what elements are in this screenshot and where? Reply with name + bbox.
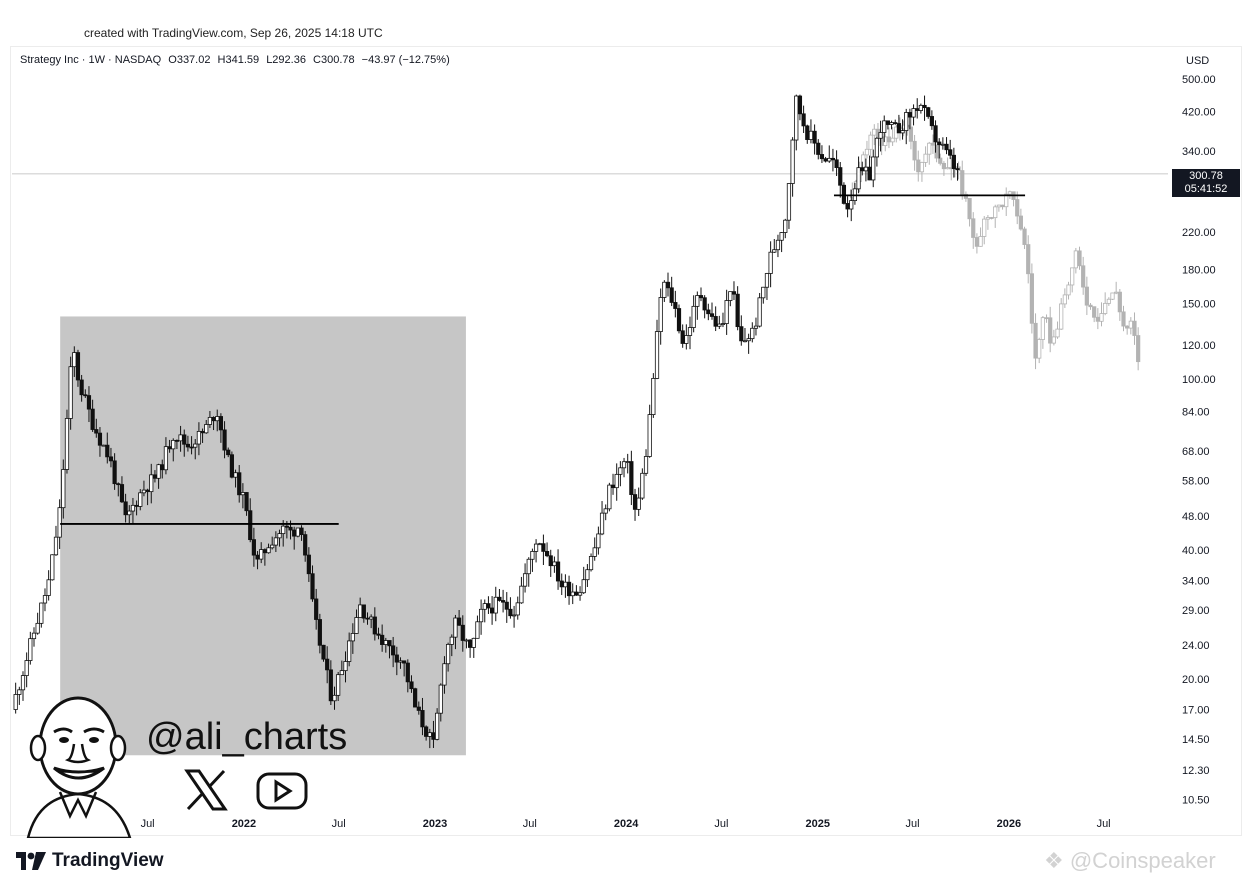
legend-close: C300.78 — [313, 54, 355, 66]
currency-label: USD — [1186, 55, 1210, 67]
current-price-tag: 300.78 05:41:52 — [1172, 169, 1240, 197]
legend-high: H341.59 — [217, 54, 260, 66]
author-handle: @ali_charts — [146, 716, 348, 758]
x-icon[interactable] — [184, 768, 228, 812]
coinspeaker-watermark: ❖ @Coinspeaker — [1044, 848, 1216, 874]
tradingview-logo-text: TradingView — [52, 850, 164, 871]
chart-frame — [10, 46, 1242, 836]
tradingview-logo: TradingView — [16, 850, 164, 872]
author-caricature — [26, 696, 132, 838]
symbol-legend: Strategy Inc · 1W · NASDAQ O337.02 H341.… — [20, 54, 454, 66]
youtube-icon[interactable] — [255, 771, 309, 811]
legend-open: O337.02 — [168, 54, 211, 66]
coinspeaker-text: @Coinspeaker — [1069, 848, 1216, 873]
legend-change: −43.97 (−12.75%) — [361, 54, 450, 66]
coinspeaker-icon: ❖ — [1044, 848, 1070, 873]
bar-countdown: 05:41:52 — [1184, 183, 1228, 195]
tradingview-logo-icon — [16, 852, 46, 870]
current-price-value: 300.78 — [1189, 170, 1223, 182]
legend-symbol: Strategy Inc · 1W · NASDAQ — [20, 54, 162, 66]
legend-low: L292.36 — [266, 54, 306, 66]
created-with-label: created with TradingView.com, Sep 26, 20… — [84, 26, 383, 40]
